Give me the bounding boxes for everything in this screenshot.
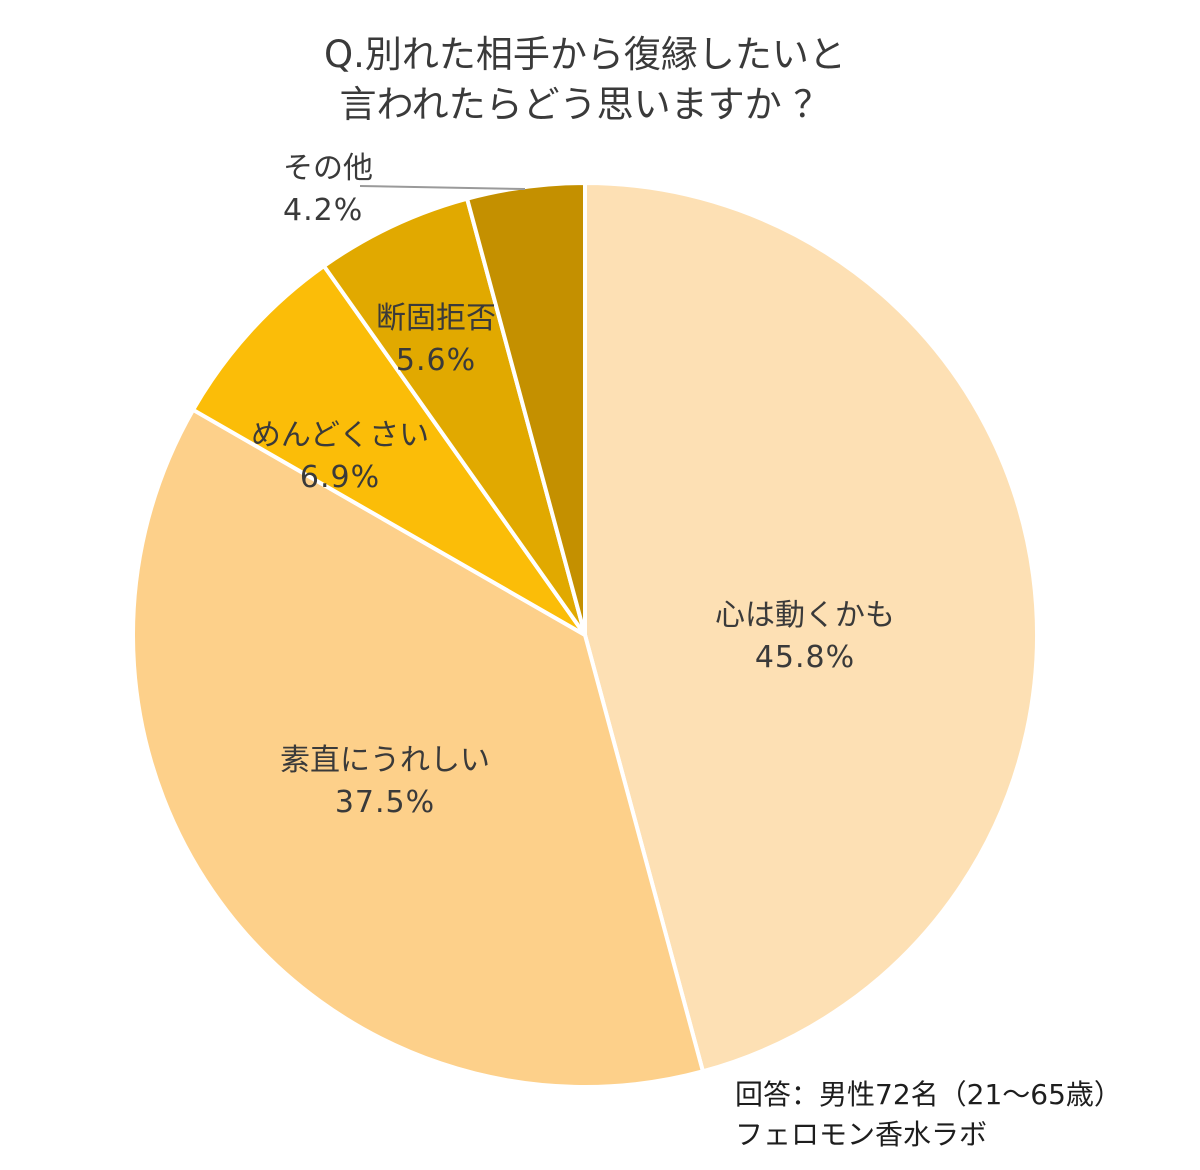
slice-label-percent: 5.6% [395,343,477,378]
slice-label-name: 断固拒否 [376,301,496,336]
pie-slice-1 [583,181,1039,1074]
chart-title-line1: Q.別れた相手から復縁したいと [324,33,846,76]
slice-label-percent: 4.2% [283,193,364,228]
slice-label-kokoro: 心は動くかも 45.8% [715,595,895,679]
pie-slice-2 [131,407,705,1089]
respondent-info: 回答：男性72名（21～65歳） [735,1078,1122,1111]
chart-title-line2: 言われたらどう思いますか ？ [339,83,831,126]
slice-label-percent: 45.8% [754,640,856,675]
slice-label-danko: 断固拒否 5.6% [376,298,496,382]
slice-label-name: 素直にうれしい [280,743,490,778]
slice-label-percent: 6.9% [299,460,381,495]
pie-slice-4 [321,196,587,637]
slice-label-percent: 37.5% [334,785,436,820]
slice-label-sunao: 素直にうれしい 37.5% [280,740,490,824]
slice-label-name: 心は動くかも [715,598,895,633]
slice-label-other: その他 4.2% [283,148,373,232]
slice-label-name: めんどくさい [250,418,430,453]
pie-slice-5 [465,181,587,637]
slice-label-name: その他 [283,151,373,186]
source-note: 回答：男性72名（21～65歳） フェロモン香水ラボ [735,1075,1122,1155]
leader-line-other [359,185,526,190]
slice-label-mendokusai: めんどくさい 6.9% [251,415,429,499]
pie-slice-3 [191,264,587,637]
source-credit: フェロモン香水ラボ [735,1118,988,1151]
